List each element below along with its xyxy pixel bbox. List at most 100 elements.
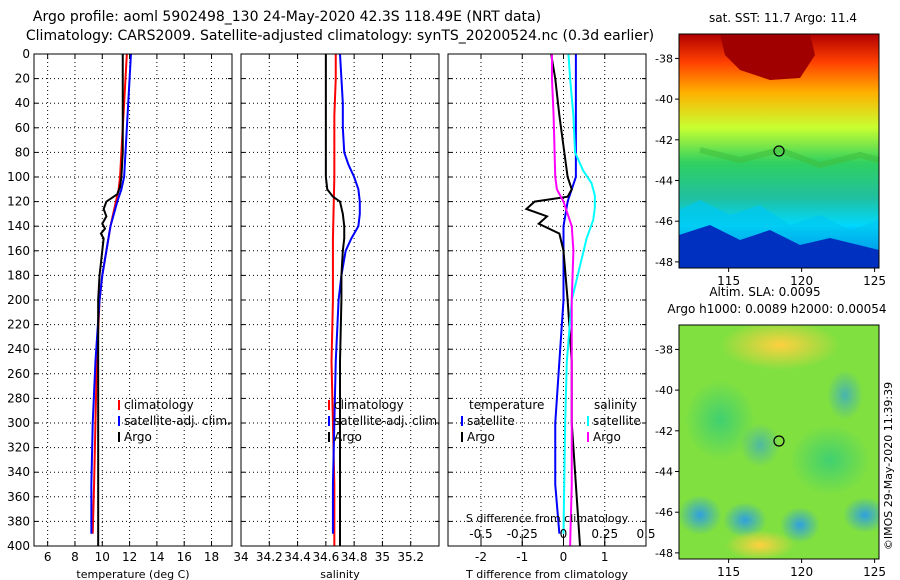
y-tick-label: 100 [7,170,30,184]
temperature-legend: climatology satellite-adj. clim. Argo [118,398,231,444]
series-satellite-adj-clim- [90,53,132,534]
sla-argo-marker [773,435,785,447]
map-y-tick-label: -48 [655,256,673,269]
x-tick-label: 0 [560,550,568,564]
sst-map-title: sat. SST: 11.7 Argo: 11.4 [709,11,857,25]
map-y-tick-label: -48 [655,547,673,560]
x-tick-label: 10 [95,550,110,564]
map-y-tick-label: -40 [655,384,673,397]
y-tick-label: 160 [7,244,30,258]
x-tick-label: -2 [475,550,487,564]
x-tick-label: 1 [601,550,609,564]
y-tick-label: 280 [7,391,30,405]
x-tick-label: 6 [44,550,52,564]
x-tick-label: 34.6 [312,550,339,564]
s-tick-label: -0.5 [469,527,492,541]
sst-map-image [679,34,879,268]
sla-map-subtitle: Argo h1000: 0.0089 h2000: 0.00054 [667,302,886,316]
map-y-tick-label: -44 [655,466,673,479]
s-tick-label: 0 [560,527,568,541]
series-temperature-satellite [554,54,577,534]
difference-panel: -2 -1 0 1 T difference from climatology -0.5 -… [447,53,656,580]
map-x-tick-label: 115 [717,274,740,288]
y-tick-label: 360 [7,490,30,504]
legend-label-climatology: climatology [334,398,404,412]
x-tick-label: 35.2 [397,550,424,564]
series-satellite-adj-clim- [331,53,361,534]
sst-map-frame [678,33,880,269]
legend-label-t-satellite: satellite [467,414,515,428]
salinity-legend: climatology satellite-adj. clim. Argo [328,398,441,444]
x-tick-label: 34.8 [341,550,368,564]
map-y-tick-label: -46 [655,506,673,519]
series-argo [97,54,124,546]
map-y-tick-label: -46 [655,215,673,228]
x-tick-label: 34 [233,550,248,564]
map-y-tick-label: -42 [655,425,673,438]
x-tick-label: 18 [204,550,219,564]
x-tick-label: 14 [149,550,164,564]
legend-heading-temperature: temperature [469,398,544,412]
series-argo [324,54,346,546]
x-tick-label: 35 [375,550,390,564]
legend-label-satadj: satellite-adj. clim. [124,414,231,428]
y-tick-label: 80 [15,145,30,159]
s-tick-label: -0.25 [507,527,538,541]
sst-map-axes: 115 120 125 -38 -40 -42 -44 -46 -48 [655,52,886,288]
y-tick-label: 300 [7,416,30,430]
y-tick-label: 320 [7,441,30,455]
y-tick-label: 180 [7,268,30,282]
map-y-tick-label: -42 [655,134,673,147]
series-salinity-satellite [562,53,596,534]
legend-label-s-argo: Argo [593,430,621,444]
sst-argo-marker [773,145,785,157]
legend-label-t-argo: Argo [467,430,495,444]
y-tick-label: 260 [7,367,30,381]
map-x-tick-label: 120 [790,274,813,288]
y-tick-label: 140 [7,219,30,233]
legend-label-climatology: climatology [124,398,194,412]
series-salinity-argo [550,54,575,547]
y-tick-label: 120 [7,195,30,209]
map-x-tick-label: 125 [863,565,886,579]
y-tick-label: 400 [7,539,30,553]
legend-label-s-satellite: satellite [593,414,641,428]
y-tick-label: 0 [22,47,30,61]
temperature-panel: 6 8 10 12 14 16 180204060801001201401601802002… [7,47,233,580]
figure-title-line1: Argo profile: aoml 5902498_130 24-May-20… [33,9,541,25]
sla-map-image [679,325,879,559]
s-tick-label: 0.5 [636,527,655,541]
x-axis-label: salinity [320,568,360,580]
x-axis-label: T difference from climatology [465,568,628,580]
map-y-tick-label: -38 [655,52,673,65]
legend-heading-salinity: salinity [594,398,637,412]
map-y-tick-label: -44 [655,175,673,188]
sla-map-title: Altim. SLA: 0.0095 [709,285,820,299]
legend-label-satadj: satellite-adj. clim. [334,414,441,428]
y-tick-label: 60 [15,121,30,135]
y-tick-label: 340 [7,465,30,479]
sla-map-axes: 115 120 125 -38 -40 -42 -44 -46 -48 [655,343,886,579]
imos-credit: ©IMOS 29-May-2020 11:39:39 [882,382,895,550]
x-tick-label: 12 [122,550,137,564]
legend-label-argo: Argo [334,430,362,444]
y-tick-label: 220 [7,318,30,332]
map-y-tick-label: -40 [655,93,673,106]
map-y-tick-label: -38 [655,343,673,356]
map-x-tick-label: 125 [863,274,886,288]
difference-legend: temperature satellite Argo salinity sate… [461,398,641,444]
salinity-panel: 34 34.2 34.4 34.6 34.8 35 35.2 salinity [233,53,440,580]
x-axis-label: temperature (deg C) [76,568,189,580]
s-tick-label: 0.25 [591,527,618,541]
legend-label-argo: Argo [124,430,152,444]
x-tick-label: -1 [516,550,528,564]
x-tick-label: 16 [177,550,192,564]
y-tick-label: 40 [15,96,30,110]
y-tick-label: 200 [7,293,30,307]
figure-title-line2: Climatology: CARS2009. Satellite-adjuste… [26,28,654,44]
x-tick-label: 8 [71,550,79,564]
y-tick-label: 380 [7,514,30,528]
y-tick-label: 20 [15,72,30,86]
